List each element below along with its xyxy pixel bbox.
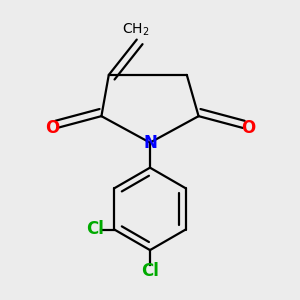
Text: O: O (45, 119, 59, 137)
Text: N: N (143, 134, 157, 152)
Text: Cl: Cl (141, 262, 159, 280)
Text: O: O (241, 119, 255, 137)
Text: CH$_2$: CH$_2$ (122, 22, 149, 38)
Text: Cl: Cl (86, 220, 104, 238)
